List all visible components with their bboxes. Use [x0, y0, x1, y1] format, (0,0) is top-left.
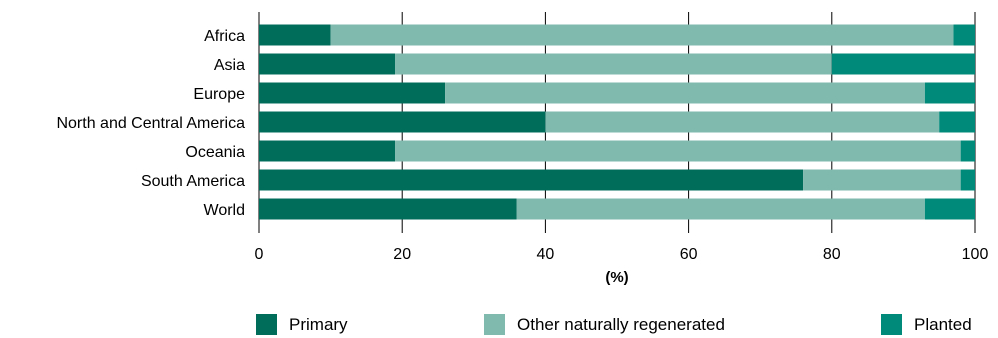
legend-label-other: Other naturally regenerated [517, 314, 725, 334]
category-label: Asia [214, 57, 245, 74]
legend-planted: Planted [881, 314, 972, 335]
bar-segment [259, 140, 396, 162]
bar-segment [924, 82, 975, 104]
bar-segment [330, 24, 954, 46]
bar-segment [445, 82, 925, 104]
bar-segment [259, 24, 331, 46]
legend-other-naturally-regenerated: Other naturally regenerated [484, 314, 725, 335]
bar-segment [953, 24, 975, 46]
x-tick-label: 80 [823, 246, 841, 263]
bar-segment [259, 169, 804, 191]
x-tick-labels: 0 20 40 60 80 100 [255, 246, 989, 263]
bar-segment [939, 111, 975, 133]
category-label: Africa [204, 28, 245, 45]
bar-segment [960, 140, 975, 162]
legend-swatch-planted [881, 314, 902, 335]
category-labels: Africa Asia Europe North and Central Americ… [56, 28, 245, 219]
legend-primary: Primary [256, 314, 348, 335]
bar-segment [259, 198, 517, 220]
bar-segment [924, 198, 975, 220]
bar-segment [545, 111, 940, 133]
category-label: Europe [193, 86, 245, 103]
bar-segment [259, 82, 446, 104]
bar-segment [831, 53, 975, 75]
bar-segment [960, 169, 975, 191]
bar-segment [395, 140, 961, 162]
category-label: Oceania [185, 144, 245, 161]
bar-segment [516, 198, 925, 220]
x-tick-label: 100 [962, 246, 989, 263]
x-tick-label: 0 [255, 246, 264, 263]
x-tick-label: 20 [393, 246, 411, 263]
legend-label-primary: Primary [289, 314, 348, 334]
category-label: World [204, 202, 246, 219]
bar-segment [803, 169, 961, 191]
legend-swatch-primary [256, 314, 277, 335]
category-label: South America [141, 173, 245, 190]
category-label: North and Central America [56, 115, 245, 132]
bar-segment [395, 53, 832, 75]
bar-segment [259, 111, 546, 133]
x-tick-label: 40 [537, 246, 555, 263]
legend-label-planted: Planted [914, 314, 972, 334]
bar-segment [259, 53, 396, 75]
bars [259, 24, 975, 220]
x-axis-label: (%) [605, 269, 628, 286]
legend-swatch-other [484, 314, 505, 335]
x-tick-label: 60 [680, 246, 698, 263]
